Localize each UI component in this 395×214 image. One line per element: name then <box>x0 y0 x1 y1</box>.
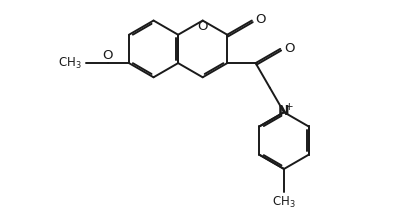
Text: O: O <box>198 20 208 33</box>
Text: +: + <box>285 102 293 112</box>
Text: O: O <box>284 42 294 55</box>
Text: CH$_3$: CH$_3$ <box>272 195 296 210</box>
Text: O: O <box>256 13 266 26</box>
Text: O: O <box>102 49 113 62</box>
Text: CH$_3$: CH$_3$ <box>58 56 82 71</box>
Text: N: N <box>277 104 289 118</box>
